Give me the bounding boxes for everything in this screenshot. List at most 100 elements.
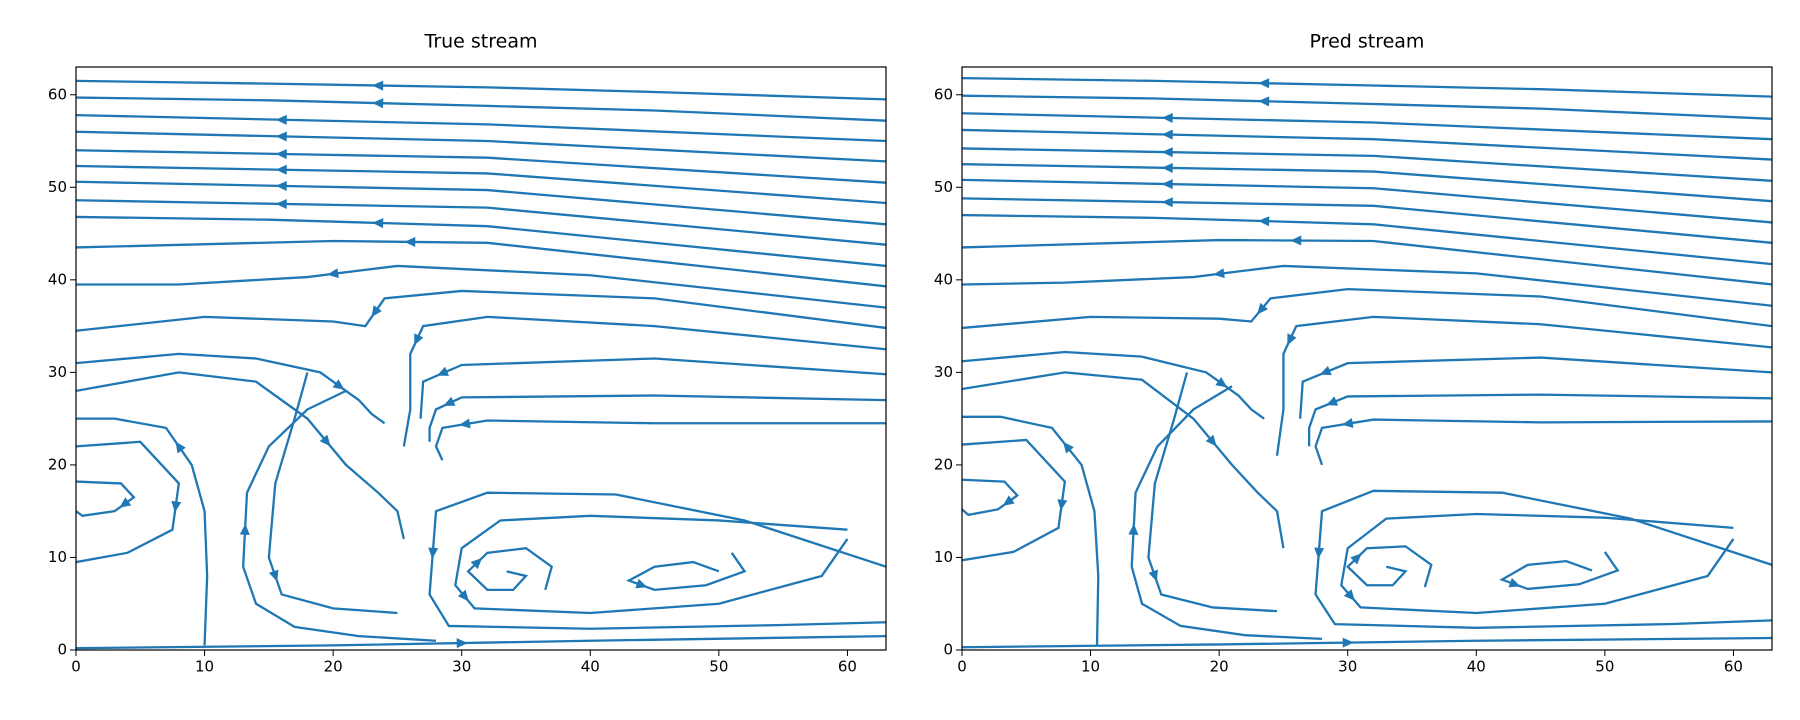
streamline — [1298, 356, 1772, 419]
arrow — [1128, 523, 1139, 535]
streamline — [962, 287, 1772, 330]
streamline — [1314, 418, 1772, 466]
arrow — [1063, 441, 1074, 454]
arrow — [275, 199, 287, 210]
arrow — [372, 98, 384, 109]
arrow — [1258, 96, 1270, 107]
arrow — [470, 557, 483, 570]
streamline — [962, 636, 1772, 649]
arrow — [1002, 495, 1015, 506]
arrow — [456, 638, 468, 649]
arrow — [635, 578, 648, 589]
x-tick-label: 10 — [1081, 658, 1100, 676]
x-tick-label: 50 — [1595, 658, 1614, 676]
streamline — [76, 352, 386, 425]
x-tick-label: 20 — [324, 658, 343, 676]
x-tick-label: 40 — [1467, 658, 1486, 676]
streamline — [267, 372, 398, 615]
arrow — [436, 366, 450, 376]
arrow — [1161, 147, 1173, 158]
y-tick-label: 0 — [57, 641, 67, 659]
streamline — [76, 239, 886, 288]
streamline — [626, 552, 747, 592]
x-tick-label: 0 — [957, 658, 967, 676]
streamline — [76, 96, 886, 122]
arrow — [443, 396, 456, 406]
streamline — [962, 238, 1772, 286]
streamline — [76, 289, 886, 332]
arrow — [319, 434, 331, 447]
y-tick-label: 60 — [934, 85, 953, 103]
streamline — [419, 357, 886, 419]
arrow — [457, 589, 469, 602]
arrow — [275, 181, 287, 192]
x-tick-label: 20 — [1210, 658, 1229, 676]
streamline — [962, 147, 1772, 182]
y-tick-label: 20 — [934, 455, 953, 473]
arrow — [1148, 569, 1158, 582]
x-tick-label: 60 — [1724, 658, 1743, 676]
streamline — [76, 149, 886, 184]
streamline — [454, 514, 849, 615]
streamline — [1346, 545, 1433, 588]
arrow — [1205, 434, 1217, 447]
x-tick-label: 40 — [581, 658, 600, 676]
x-tick-label: 30 — [1338, 658, 1357, 676]
streamline — [76, 130, 886, 163]
streamline — [962, 197, 1772, 244]
x-tick-label: 60 — [838, 658, 857, 676]
arrow — [1057, 499, 1068, 511]
streamline — [76, 180, 886, 226]
streamline — [428, 394, 886, 442]
arrow — [1161, 179, 1173, 190]
x-tick-label: 0 — [71, 658, 81, 676]
arrow — [239, 523, 250, 535]
streamline — [1130, 385, 1323, 641]
arrow — [119, 497, 132, 508]
streamline — [434, 419, 886, 461]
arrow — [171, 500, 182, 513]
arrow — [1343, 589, 1355, 601]
arrow — [275, 131, 287, 142]
y-tick-label: 10 — [934, 548, 953, 566]
streamline — [1340, 512, 1735, 615]
streamline — [962, 213, 1772, 266]
arrow — [1258, 216, 1270, 227]
arrow — [275, 114, 287, 125]
streamline — [962, 264, 1772, 307]
streamline — [962, 350, 1265, 420]
x-tick-label: 30 — [452, 658, 471, 676]
streamline — [962, 94, 1772, 120]
arrow — [1257, 302, 1268, 315]
arrow — [1326, 396, 1339, 406]
y-tick-label: 20 — [48, 455, 67, 473]
y-tick-label: 60 — [48, 85, 67, 103]
arrow — [1161, 129, 1173, 140]
streamline — [402, 315, 886, 447]
streamline — [1147, 372, 1278, 613]
arrow — [175, 441, 186, 454]
plot-area — [76, 79, 886, 650]
y-tick-label: 0 — [943, 641, 953, 659]
streamline — [76, 215, 886, 268]
arrow — [1508, 577, 1521, 588]
streamline — [76, 634, 886, 650]
arrow — [1341, 418, 1354, 428]
arrow — [1319, 365, 1332, 376]
streamline — [962, 371, 1285, 549]
streamline — [1275, 315, 1772, 456]
arrow — [275, 164, 287, 175]
streamline — [76, 113, 886, 143]
chart-title: True stream — [424, 31, 538, 53]
streamline — [962, 112, 1772, 141]
y-tick-label: 30 — [934, 363, 953, 381]
arrow — [1161, 162, 1173, 173]
streamline — [76, 417, 209, 646]
chart-title: Pred stream — [1310, 31, 1425, 53]
streamline — [76, 164, 886, 205]
streamline — [962, 163, 1772, 203]
arrow — [1290, 235, 1302, 246]
streamline — [76, 79, 886, 101]
arrow — [1314, 547, 1325, 559]
